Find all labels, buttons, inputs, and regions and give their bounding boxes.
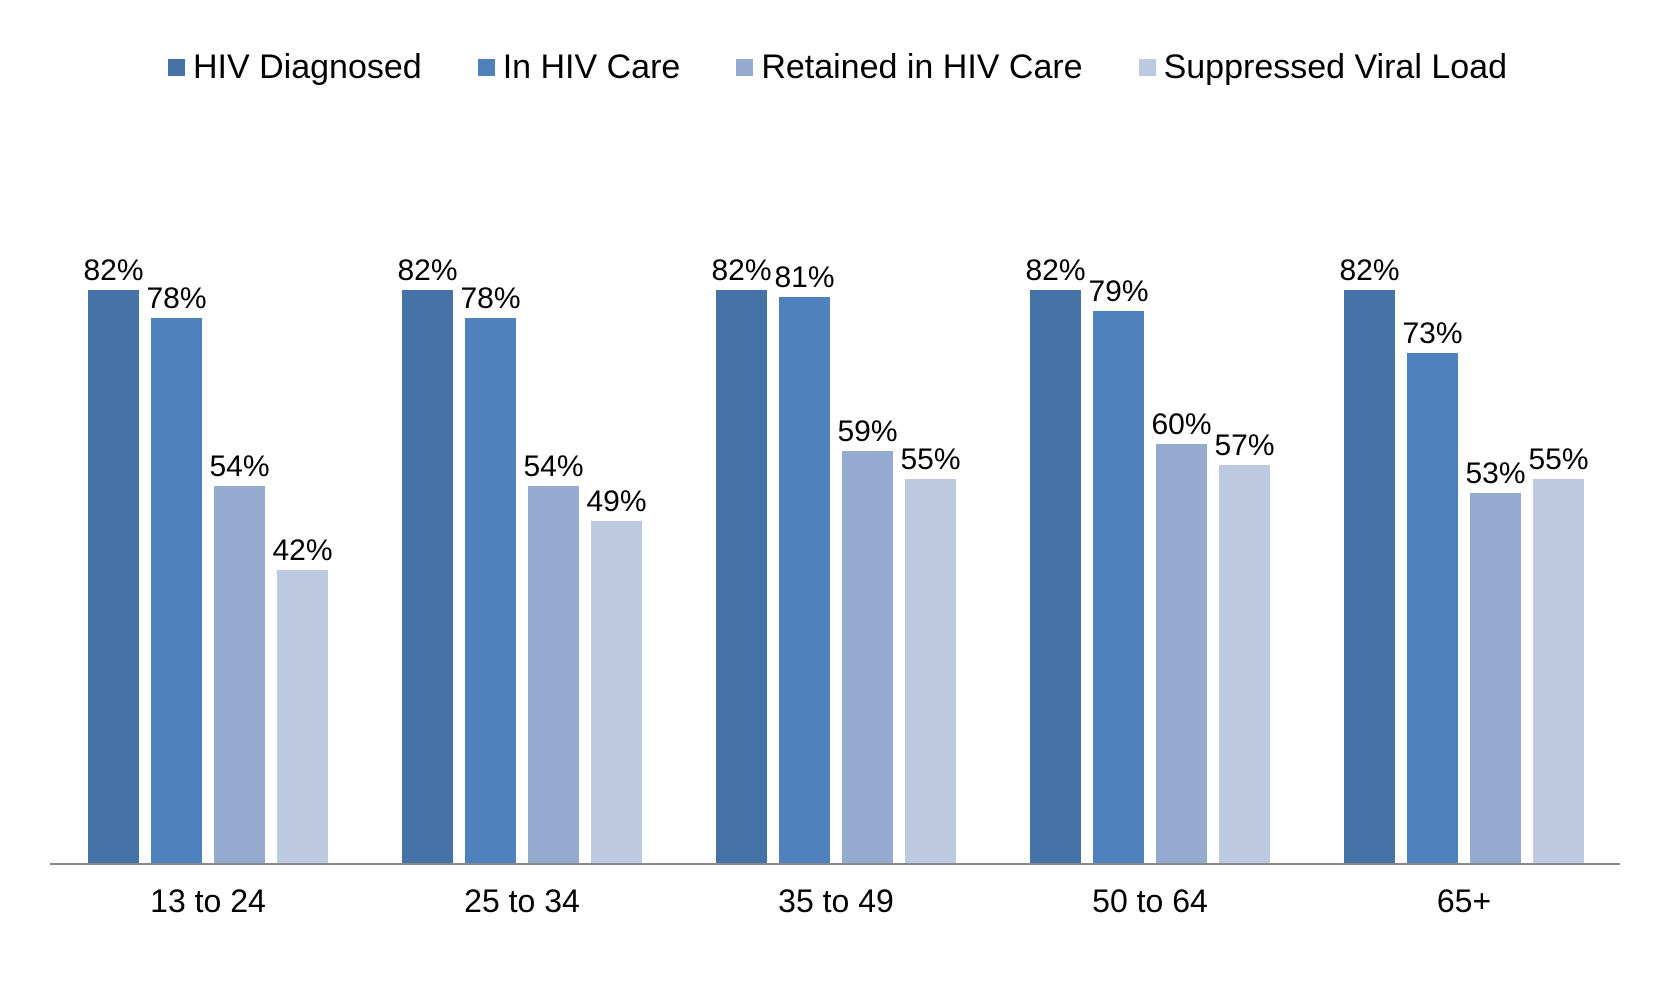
- x-tick-label-13-to-24: 13 to 24: [150, 883, 266, 919]
- bar-in-hiv-care-25-to-34: [465, 318, 516, 864]
- data-label-in-hiv-care-35-to-49: 81%: [774, 261, 834, 294]
- bar-hiv-diagnosed-25-to-34: [402, 290, 453, 864]
- data-label-retained-in-hiv-care-65: 53%: [1465, 457, 1525, 490]
- data-label-in-hiv-care-25-to-34: 78%: [460, 282, 520, 315]
- bar-hiv-diagnosed-13-to-24: [88, 290, 139, 864]
- legend-label-in-hiv-care: In HIV Care: [502, 48, 681, 86]
- data-label-in-hiv-care-13-to-24: 78%: [146, 282, 206, 315]
- data-label-suppressed-viral-load-50-to-64: 57%: [1214, 429, 1274, 462]
- data-label-hiv-diagnosed-50-to-64: 82%: [1025, 254, 1085, 287]
- legend-label-suppressed-viral-load: Suppressed Viral Load: [1163, 48, 1507, 86]
- bar-suppressed-viral-load-50-to-64: [1219, 465, 1270, 864]
- bar-suppressed-viral-load-25-to-34: [591, 521, 642, 864]
- legend-item-retained-in-hiv-care: Retained in HIV Care: [736, 48, 1083, 87]
- bar-suppressed-viral-load-35-to-49: [905, 479, 956, 864]
- legend-label-retained-in-hiv-care: Retained in HIV Care: [761, 48, 1083, 86]
- data-label-retained-in-hiv-care-13-to-24: 54%: [209, 450, 269, 483]
- bar-retained-in-hiv-care-65: [1470, 493, 1521, 864]
- data-label-hiv-diagnosed-35-to-49: 82%: [711, 254, 771, 287]
- data-label-hiv-diagnosed-65: 82%: [1339, 254, 1399, 287]
- legend-item-suppressed-viral-load: Suppressed Viral Load: [1138, 48, 1507, 87]
- data-label-hiv-diagnosed-13-to-24: 82%: [83, 254, 143, 287]
- legend-swatch-suppressed-viral-load: [1138, 59, 1156, 76]
- data-label-in-hiv-care-65: 73%: [1402, 317, 1462, 350]
- data-label-in-hiv-care-50-to-64: 79%: [1088, 275, 1148, 308]
- bar-retained-in-hiv-care-35-to-49: [842, 451, 893, 864]
- bar-suppressed-viral-load-65: [1533, 479, 1584, 864]
- x-tick-label-50-to-64: 50 to 64: [1092, 883, 1208, 919]
- data-label-suppressed-viral-load-35-to-49: 55%: [900, 443, 960, 476]
- bar-in-hiv-care-65: [1407, 353, 1458, 864]
- legend-label-hiv-diagnosed: HIV Diagnosed: [193, 48, 422, 86]
- bar-retained-in-hiv-care-50-to-64: [1156, 444, 1207, 864]
- x-tick-label-35-to-49: 35 to 49: [778, 883, 894, 919]
- legend-item-in-hiv-care: In HIV Care: [477, 48, 681, 87]
- data-label-retained-in-hiv-care-35-to-49: 59%: [837, 415, 897, 448]
- x-tick-label-25-to-34: 25 to 34: [464, 883, 580, 919]
- data-label-retained-in-hiv-care-25-to-34: 54%: [523, 450, 583, 483]
- legend-swatch-retained-in-hiv-care: [736, 59, 754, 76]
- bar-hiv-diagnosed-35-to-49: [716, 290, 767, 864]
- bar-in-hiv-care-13-to-24: [151, 318, 202, 864]
- data-label-suppressed-viral-load-13-to-24: 42%: [272, 534, 332, 567]
- legend-swatch-hiv-diagnosed: [168, 59, 185, 76]
- chart-legend: HIV Diagnosed In HIV Care Retained in HI…: [0, 48, 1675, 87]
- data-label-hiv-diagnosed-25-to-34: 82%: [397, 254, 457, 287]
- bar-in-hiv-care-50-to-64: [1093, 311, 1144, 864]
- bar-hiv-diagnosed-50-to-64: [1030, 290, 1081, 864]
- bar-hiv-diagnosed-65: [1344, 290, 1395, 864]
- x-tick-label-65: 65+: [1437, 883, 1491, 919]
- legend-swatch-in-hiv-care: [477, 59, 495, 76]
- legend-item-hiv-diagnosed: HIV Diagnosed: [168, 48, 422, 87]
- bar-in-hiv-care-35-to-49: [779, 297, 830, 864]
- bar-suppressed-viral-load-13-to-24: [277, 570, 328, 864]
- data-label-suppressed-viral-load-25-to-34: 49%: [586, 485, 646, 518]
- data-label-retained-in-hiv-care-50-to-64: 60%: [1151, 408, 1211, 441]
- data-label-suppressed-viral-load-65: 55%: [1528, 443, 1588, 476]
- bar-retained-in-hiv-care-25-to-34: [528, 486, 579, 864]
- bar-retained-in-hiv-care-13-to-24: [214, 486, 265, 864]
